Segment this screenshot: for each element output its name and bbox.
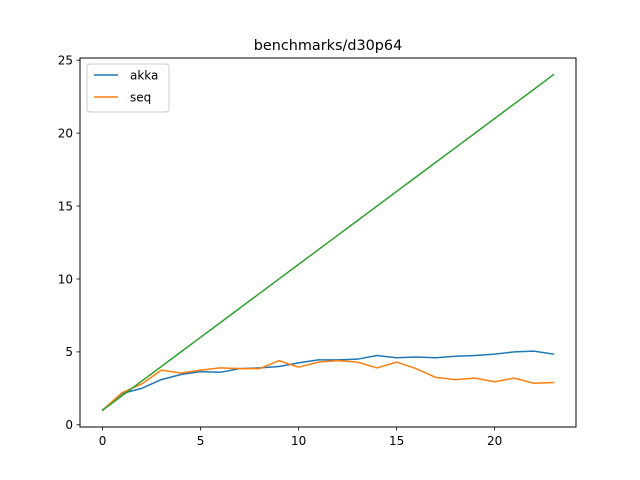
legend-box [86,63,170,113]
series-line-seq [101,359,555,412]
y-tick-label: 5 [65,345,73,359]
x-tick-label: 0 [99,434,107,448]
y-tick-label: 0 [65,418,73,432]
series-line-series-3 [101,73,555,412]
legend: akka seq [86,63,170,113]
y-tick-label: 10 [58,272,73,286]
x-axis: 0 5 10 15 20 [99,427,502,448]
legend-label: seq [130,91,151,105]
x-tick-label: 15 [389,434,404,448]
y-tick-label: 15 [58,199,73,213]
y-axis: 0 5 10 15 20 25 [58,53,80,432]
x-tick-label: 20 [487,434,502,448]
y-tick-label: 20 [58,126,73,140]
plot-lines [101,73,555,412]
axes-frame [79,57,577,428]
legend-label: akka [130,69,158,83]
chart-title: benchmarks/d30p64 [254,38,402,54]
x-tick-label: 5 [197,434,205,448]
series-line-akka [101,350,555,412]
x-tick-label: 10 [291,434,306,448]
y-tick-label: 25 [58,53,73,67]
